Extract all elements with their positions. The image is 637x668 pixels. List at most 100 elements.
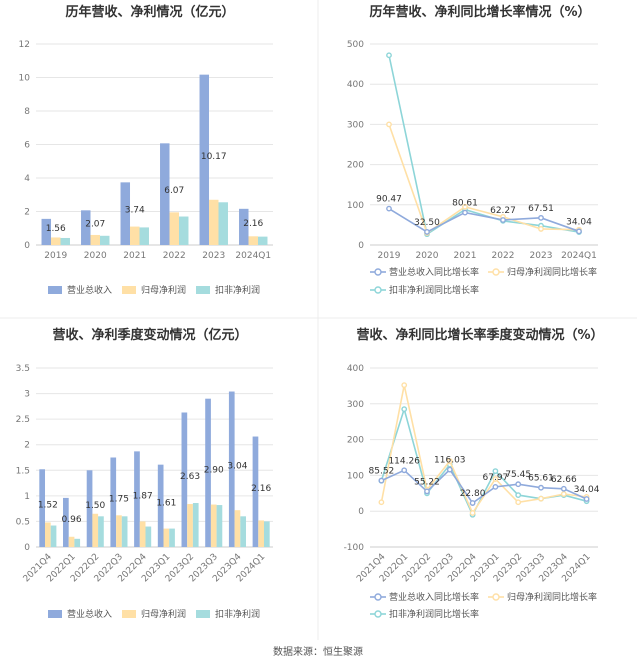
x-tick-label: 2020: [84, 251, 107, 261]
series-point: [462, 203, 468, 210]
x-tick-label: 2024Q1: [235, 251, 271, 261]
bar-deducted-profit: [98, 516, 104, 547]
y-tick-label: 2: [24, 441, 30, 451]
series-point: [462, 209, 468, 216]
y-tick-label: 1: [24, 492, 30, 502]
line-data-label: 116.03: [434, 456, 466, 466]
bar-revenue: [81, 210, 91, 245]
x-tick-label: 2022: [492, 251, 515, 261]
line-data-label: 62.27: [490, 206, 516, 216]
series-point: [515, 481, 522, 488]
legend-label: 营业总收入同比增长率: [389, 266, 479, 278]
x-tick-label: 2020: [416, 251, 439, 261]
bar-revenue: [252, 436, 259, 547]
bar-deducted-profit: [218, 202, 228, 245]
series-point: [424, 229, 430, 235]
x-tick-label: 2021: [123, 251, 146, 261]
legend-swatch: [122, 286, 136, 294]
x-tick-label: 2022: [163, 251, 186, 261]
bar-revenue: [86, 470, 93, 547]
bar-revenue: [239, 208, 249, 245]
bar-data-label: 2.16: [243, 219, 263, 229]
series-point: [492, 468, 499, 475]
line-data-label: 114.26: [388, 456, 420, 466]
line-data-label: 67.51: [528, 204, 554, 214]
y-tick-label: 0: [358, 241, 364, 251]
quarterly-growth-line-chart: 营收、净利同比增长率季度变动情况（%）-10001002003004002021…: [344, 327, 604, 620]
legend-swatch: [196, 286, 210, 294]
series-point: [401, 382, 408, 389]
bar-deducted-profit: [169, 528, 175, 547]
bar-revenue: [199, 74, 210, 245]
legend-marker: [492, 593, 500, 601]
series-line: [388, 124, 580, 235]
legend-swatch: [48, 610, 62, 618]
y-tick-label: 300: [347, 120, 364, 130]
series-point: [538, 214, 544, 221]
series-point: [469, 510, 476, 516]
legend-label: 扣非净利润: [215, 284, 260, 296]
series-point: [515, 492, 522, 498]
y-tick-label: 3: [24, 390, 30, 400]
x-tick-label: 2019: [378, 251, 401, 261]
bar-deducted-profit: [74, 538, 81, 547]
bar-data-label: 3.04: [227, 462, 247, 472]
series-point: [492, 476, 499, 482]
bar-net-profit: [51, 237, 61, 245]
legend-label: 营业总收入: [67, 608, 112, 620]
bar-data-label: 1.52: [38, 501, 58, 511]
legend-label: 营业总收入: [67, 284, 112, 296]
bar-revenue: [160, 143, 170, 245]
y-tick-label: 3.5: [16, 364, 30, 374]
y-tick-label: 0: [24, 543, 30, 553]
y-tick-label: 2: [24, 208, 30, 218]
bar-net-profit: [68, 536, 75, 547]
line-data-label: 22.80: [460, 489, 486, 499]
bar-revenue: [134, 451, 140, 547]
y-tick-label: 0: [358, 507, 364, 517]
series-point: [386, 121, 392, 128]
series-point: [560, 491, 567, 497]
legend-label: 归母净利润同比增长率: [507, 591, 597, 603]
bar-revenue: [228, 391, 235, 547]
series-point: [538, 484, 544, 491]
y-tick-label: -100: [344, 543, 365, 553]
y-tick-label: 500: [347, 40, 364, 50]
legend-marker: [374, 286, 382, 294]
line-data-label: 34.04: [566, 217, 592, 227]
bar-data-label: 3.74: [125, 206, 145, 216]
bar-data-label: 2.90: [204, 465, 224, 475]
series-point: [492, 483, 499, 490]
y-tick-label: 400: [347, 364, 364, 374]
y-tick-label: 400: [347, 80, 364, 90]
bar-revenue: [120, 182, 131, 245]
bar-deducted-profit: [60, 237, 70, 245]
y-tick-label: 0: [24, 241, 30, 251]
line-data-label: 65.61: [528, 474, 554, 484]
bar-net-profit: [45, 522, 51, 547]
y-tick-label: 100: [347, 471, 364, 481]
series-point: [424, 488, 430, 495]
bar-deducted-profit: [263, 521, 270, 547]
bar-net-profit: [92, 513, 99, 547]
series-point: [386, 205, 392, 212]
bar-net-profit: [210, 504, 217, 547]
series-point: [401, 406, 408, 413]
series-point: [401, 467, 408, 474]
bar-data-label: 2.16: [251, 484, 271, 494]
line-data-label: 55.22: [414, 477, 440, 487]
legend-label: 归母净利润: [141, 608, 186, 620]
line-data-label: 75.45: [505, 470, 531, 480]
bar-deducted-profit: [216, 505, 223, 547]
bar-deducted-profit: [139, 227, 149, 245]
data-source-note: 数据来源：恒生聚源: [273, 645, 363, 658]
legend-label: 扣非净利润同比增长率: [389, 608, 479, 620]
bar-data-label: 1.56: [46, 224, 66, 234]
bar-revenue: [157, 464, 164, 547]
y-tick-label: 4: [24, 174, 30, 184]
bar-deducted-profit: [145, 526, 152, 547]
legend-marker: [374, 610, 382, 618]
bar-data-label: 6.07: [164, 186, 184, 196]
x-tick-label: 2019: [44, 251, 67, 261]
bar-data-label: 2.07: [85, 220, 105, 230]
